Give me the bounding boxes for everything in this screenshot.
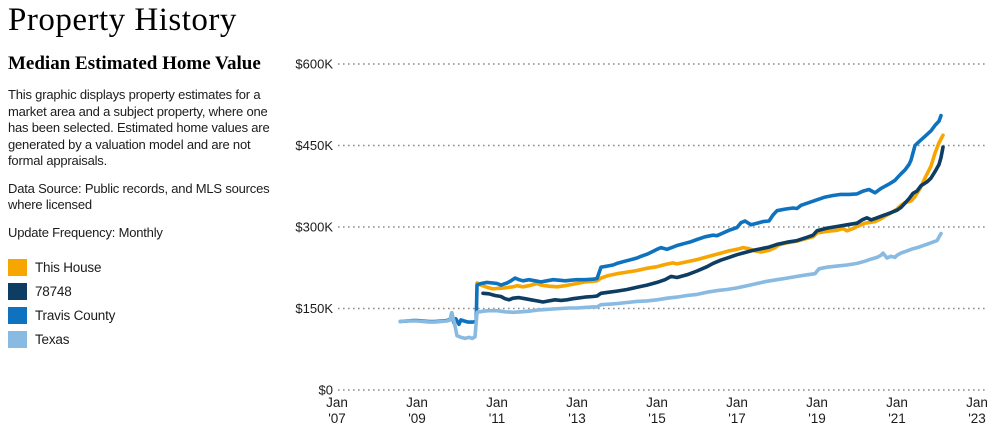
legend-item-this-house: This House <box>8 255 286 279</box>
data-source-note: Data Source: Public records, and MLS sou… <box>8 180 270 213</box>
y-axis-label: $450K <box>295 138 333 153</box>
y-axis-label: $300K <box>295 220 333 235</box>
y-axis-label: $0 <box>319 383 333 398</box>
legend-label: This House <box>35 259 102 275</box>
series-line-texas <box>398 231 943 341</box>
x-axis-label: Jan '13 <box>566 395 588 426</box>
legend-label: Texas <box>35 331 70 347</box>
series-line-travis-county <box>398 113 943 327</box>
x-axis-label: Jan '15 <box>646 395 668 426</box>
legend: This House 78748 Travis County Texas <box>8 255 286 351</box>
page-title: Property History <box>8 2 237 38</box>
y-axis-label: $600K <box>295 57 333 72</box>
x-axis-label: Jan '17 <box>726 395 748 426</box>
legend-swatch-texas <box>8 330 27 348</box>
legend-label: Travis County <box>35 307 116 323</box>
legend-label: 78748 <box>35 283 72 299</box>
series-line-78748 <box>481 145 945 304</box>
legend-swatch-travis-county <box>8 306 27 324</box>
x-axis-label: Jan '07 <box>326 395 348 426</box>
legend-item-travis-county: Travis County <box>8 303 286 327</box>
x-axis-label: Jan '19 <box>806 395 828 426</box>
y-axis-label: $150K <box>295 301 333 316</box>
update-frequency-note: Update Frequency: Monthly <box>8 224 163 240</box>
x-axis-label: Jan '21 <box>886 395 908 426</box>
x-axis-label: Jan '11 <box>486 395 508 426</box>
x-axis-label: Jan '23 <box>966 395 988 426</box>
legend-item-texas: Texas <box>8 327 286 351</box>
legend-swatch-this-house <box>8 258 27 276</box>
chart-description: This graphic displays property estimates… <box>8 87 270 168</box>
chart-subtitle: Median Estimated Home Value <box>8 53 261 74</box>
x-axis-label: Jan '09 <box>406 395 428 426</box>
legend-swatch-78748 <box>8 282 27 300</box>
legend-item-78748: 78748 <box>8 279 286 303</box>
report-info-panel: Property History Median Estimated Home V… <box>8 0 286 351</box>
